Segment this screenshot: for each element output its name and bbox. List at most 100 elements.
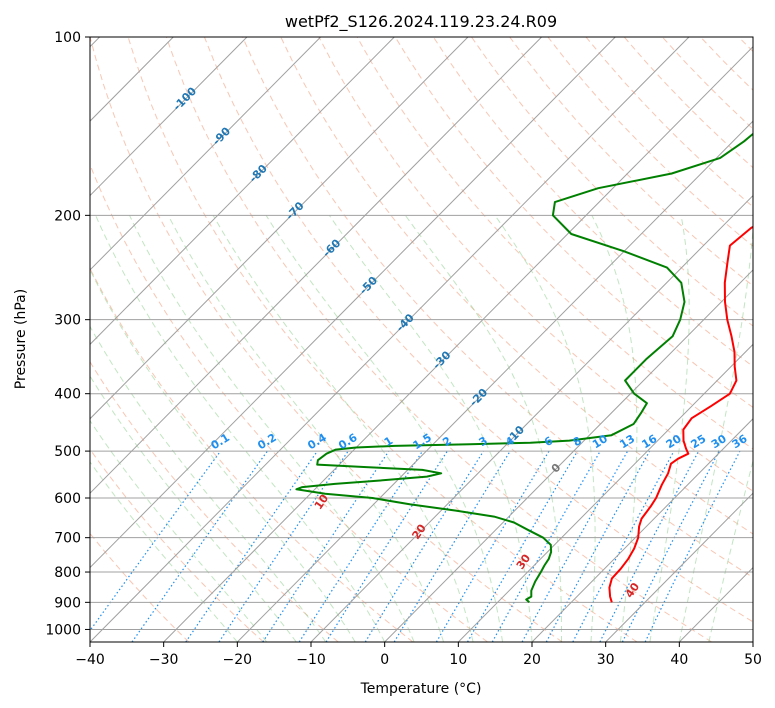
isotherm bbox=[90, 37, 321, 271]
moist-adiabat bbox=[95, 215, 386, 642]
isotherm bbox=[236, 120, 753, 642]
mixing-ratio-label: 20 bbox=[664, 432, 684, 451]
mixing-ratio-label: 0.1 bbox=[209, 431, 232, 452]
x-tick-label: 0 bbox=[380, 652, 389, 668]
x-tick-label: 30 bbox=[597, 652, 615, 668]
mixing-ratio-line bbox=[644, 450, 741, 642]
dry-adiabat bbox=[432, 37, 753, 368]
isotherm bbox=[90, 37, 248, 197]
y-tick-label: 500 bbox=[54, 444, 81, 460]
mixing-ratio-line bbox=[90, 450, 221, 632]
isotherm bbox=[90, 37, 690, 642]
isotherm bbox=[310, 194, 753, 642]
mixing-ratio-label: 2 bbox=[440, 434, 453, 449]
mixing-ratio-label: 16 bbox=[639, 432, 659, 451]
profiles bbox=[295, 132, 753, 604]
y-tick-label: 700 bbox=[54, 531, 81, 547]
plot-frame bbox=[89, 36, 754, 643]
mixing-ratio-line bbox=[393, 450, 511, 642]
isotherm bbox=[678, 566, 753, 642]
y-tick-label: 1000 bbox=[45, 622, 81, 638]
dewpoint-profile bbox=[295, 132, 753, 604]
mixing-ratio-line bbox=[185, 450, 318, 642]
dry-adiabat bbox=[509, 37, 753, 287]
mixing-ratio-line bbox=[218, 450, 349, 642]
moist-adiabat bbox=[129, 215, 415, 642]
mixing-ratio-line bbox=[262, 450, 390, 642]
moist-adiabat bbox=[591, 215, 638, 642]
y-axis-label: Pressure (hPa) bbox=[13, 289, 29, 389]
moist-adiabat bbox=[167, 215, 445, 642]
x-tick-label: −30 bbox=[149, 652, 179, 668]
dry-adiabat bbox=[127, 37, 638, 642]
mixing-ratio-line bbox=[298, 450, 424, 642]
dry-adiabat bbox=[547, 37, 753, 247]
mixing-ratio-label: 30 bbox=[709, 432, 729, 451]
mixing-ratio-line bbox=[572, 450, 675, 642]
mixing-ratio-line bbox=[521, 450, 629, 642]
mixing-ratio-line bbox=[545, 450, 651, 642]
mixing-ratio-line bbox=[435, 450, 550, 642]
isotherm bbox=[531, 418, 753, 642]
moist-adiabat bbox=[90, 325, 327, 642]
moist-adiabat bbox=[328, 215, 533, 642]
y-tick-label: 300 bbox=[54, 313, 81, 329]
mixing-ratio-label: 36 bbox=[730, 432, 750, 451]
grid-lines bbox=[90, 37, 753, 642]
moist-adiabat bbox=[494, 215, 596, 642]
dry-adiabat bbox=[90, 163, 488, 642]
dry-adiabat bbox=[623, 37, 753, 169]
moist-adiabat bbox=[708, 458, 753, 642]
y-tick-label: 400 bbox=[54, 387, 81, 403]
x-tick-label: −10 bbox=[296, 652, 326, 668]
mixing-ratio-label: 0.4 bbox=[305, 431, 329, 453]
isotherm bbox=[457, 343, 753, 642]
isotherm bbox=[90, 37, 469, 420]
mixing-ratio-label: 0.2 bbox=[255, 431, 278, 452]
background-lines bbox=[90, 37, 753, 642]
moist-adiabat bbox=[90, 419, 268, 642]
mixing-ratio-line bbox=[621, 450, 720, 642]
y-tick-label: 600 bbox=[54, 491, 81, 507]
isotherm bbox=[90, 37, 542, 494]
y-tick-label: 900 bbox=[54, 595, 81, 611]
moist-adiabat bbox=[678, 223, 753, 642]
isotherm bbox=[384, 269, 753, 642]
dry-adiabat bbox=[661, 37, 753, 130]
dry-adiabat-label: 20 bbox=[409, 522, 429, 542]
y-tick-label: 100 bbox=[54, 30, 81, 46]
moist-adiabat bbox=[212, 215, 474, 642]
dry-adiabat bbox=[394, 37, 753, 409]
mixing-ratio-label: 8 bbox=[571, 434, 584, 449]
mixing-ratio-line bbox=[599, 450, 700, 642]
moist-adiabat bbox=[90, 461, 238, 642]
temperature-profile bbox=[608, 225, 753, 603]
x-tick-label: −20 bbox=[223, 652, 253, 668]
dry-adiabat bbox=[165, 37, 712, 642]
mixing-ratio-label: 1.5 bbox=[411, 431, 434, 452]
moist-adiabat bbox=[90, 375, 297, 642]
isotherm bbox=[605, 492, 753, 642]
moist-adiabat bbox=[90, 268, 356, 642]
mixing-ratio-line bbox=[325, 450, 448, 642]
dry-adiabat bbox=[90, 267, 414, 642]
dry-adiabat bbox=[242, 37, 753, 579]
mixing-ratio-line bbox=[364, 450, 485, 642]
dry-adiabat bbox=[90, 37, 563, 642]
x-axis-label: Temperature (°C) bbox=[360, 681, 482, 697]
chart-title: wetPf2_S126.2024.119.23.24.R09 bbox=[285, 12, 557, 32]
moist-adiabat bbox=[649, 215, 690, 642]
dry-adiabat bbox=[471, 37, 753, 327]
dry-adiabat bbox=[318, 37, 753, 492]
mixing-ratio-label: 13 bbox=[617, 432, 637, 451]
x-tick-label: 20 bbox=[523, 652, 541, 668]
moist-adiabat bbox=[404, 215, 562, 642]
y-tick-label: 800 bbox=[54, 565, 81, 581]
moist-adiabat bbox=[265, 215, 503, 642]
y-axis: 1000 900 800 700 600 500 400 300 200 100 bbox=[45, 30, 90, 638]
x-tick-label: 50 bbox=[744, 652, 762, 668]
x-tick-label: 40 bbox=[670, 652, 688, 668]
dry-adiabat bbox=[90, 360, 339, 642]
y-tick-label: 200 bbox=[54, 208, 81, 224]
